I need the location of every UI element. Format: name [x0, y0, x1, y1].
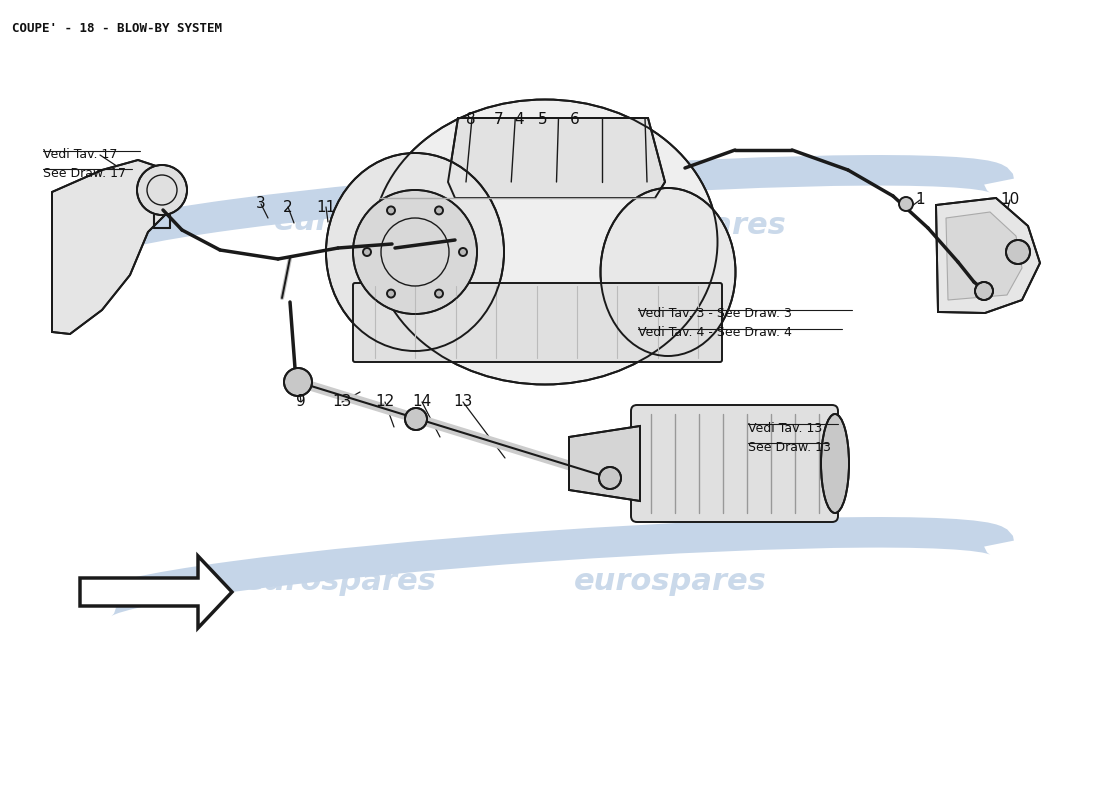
- FancyBboxPatch shape: [353, 283, 722, 362]
- Text: 7: 7: [494, 111, 504, 126]
- Text: eurospares: eurospares: [594, 211, 786, 241]
- Text: 8: 8: [466, 111, 476, 126]
- Text: eurospares: eurospares: [274, 207, 466, 237]
- Text: eurospares: eurospares: [573, 567, 767, 597]
- Ellipse shape: [601, 188, 736, 356]
- Polygon shape: [52, 160, 178, 334]
- Circle shape: [434, 290, 443, 298]
- Circle shape: [600, 467, 621, 489]
- Circle shape: [353, 190, 477, 314]
- Text: Vedi Tav. 3 - See Draw. 3
Vedi Tav. 4 - See Draw. 4: Vedi Tav. 3 - See Draw. 3 Vedi Tav. 4 - …: [638, 307, 792, 339]
- FancyBboxPatch shape: [631, 405, 838, 522]
- Text: 11: 11: [317, 199, 336, 214]
- Polygon shape: [448, 118, 666, 198]
- Circle shape: [1006, 240, 1030, 264]
- Circle shape: [387, 206, 395, 214]
- Circle shape: [387, 290, 395, 298]
- Circle shape: [459, 248, 468, 256]
- Circle shape: [405, 408, 427, 430]
- Circle shape: [899, 197, 913, 211]
- Polygon shape: [946, 212, 1022, 300]
- Text: 13: 13: [332, 394, 352, 410]
- Text: COUPE' - 18 - BLOW-BY SYSTEM: COUPE' - 18 - BLOW-BY SYSTEM: [12, 22, 222, 35]
- Ellipse shape: [326, 153, 504, 351]
- Text: 12: 12: [375, 394, 395, 410]
- Text: 13: 13: [453, 394, 473, 410]
- Text: 14: 14: [412, 394, 431, 410]
- Circle shape: [138, 165, 187, 215]
- Circle shape: [363, 248, 371, 256]
- Text: 10: 10: [1000, 193, 1020, 207]
- Ellipse shape: [821, 414, 849, 513]
- Ellipse shape: [373, 99, 717, 385]
- Text: eurospares: eurospares: [243, 567, 437, 597]
- Text: 1: 1: [915, 193, 925, 207]
- Circle shape: [284, 368, 312, 396]
- Text: 6: 6: [570, 111, 580, 126]
- Text: 5: 5: [538, 111, 548, 126]
- Polygon shape: [80, 556, 232, 628]
- Circle shape: [975, 282, 993, 300]
- Text: Vedi Tav. 17
See Draw. 17: Vedi Tav. 17 See Draw. 17: [43, 148, 126, 180]
- Polygon shape: [569, 426, 640, 501]
- Text: 2: 2: [283, 199, 293, 214]
- Text: 9: 9: [296, 394, 306, 410]
- Polygon shape: [936, 198, 1040, 313]
- Circle shape: [434, 206, 443, 214]
- Text: 3: 3: [256, 197, 266, 211]
- Text: 4: 4: [514, 111, 524, 126]
- Text: Vedi Tav. 13
See Draw. 13: Vedi Tav. 13 See Draw. 13: [748, 422, 830, 454]
